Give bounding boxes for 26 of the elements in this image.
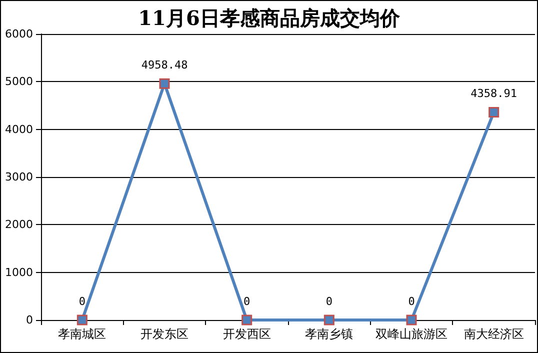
y-tick-label: 6000 [5,28,33,40]
point [76,314,88,326]
chart-title: 11月6日孝感商品房成交均价 [138,6,401,30]
data-label: 0 [408,294,415,308]
point [406,314,417,326]
data-label: 4958.48 [141,58,188,72]
y-tick-label: 4000 [5,122,33,136]
x-tick-label: 双峰山旅游区 [376,327,448,341]
point [159,78,170,89]
point [488,106,500,118]
y-tick-label: 0 [26,314,33,326]
y-tick-label: 3000 [5,170,33,184]
x-tick-label: 开发东区 [140,327,188,341]
x-tick-label: 孝南城区 [58,327,106,341]
x-tick-label: 开发西区 [222,327,271,341]
y-tick-label: 5000 [5,75,33,88]
x-tick-label: 南大经济区 [464,327,524,341]
data-label: 0 [244,294,250,308]
point [324,314,334,326]
data-label: 0 [78,294,86,308]
point [242,314,252,326]
x-tick-label: 孝南乡镇 [305,327,354,341]
data-label: 4358.91 [470,86,518,100]
data-label: 0 [326,294,332,308]
y-tick-label: 1000 [5,266,33,279]
y-tick-label: 2000 [5,218,33,232]
